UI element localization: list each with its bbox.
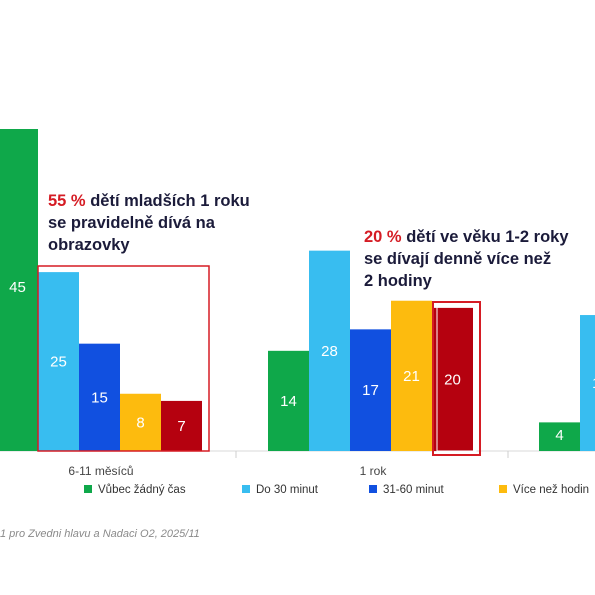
bar-value-1-5: 7 bbox=[177, 418, 185, 435]
source-note: 1 pro Zvedni hlavu a Nadaci O2, 2025/11 bbox=[0, 528, 200, 540]
bar-2-3 bbox=[350, 329, 391, 451]
annotation-2-line-1: 20 % dětí ve věku 1-2 roky bbox=[364, 228, 569, 246]
bar-3-2 bbox=[580, 315, 595, 451]
highlight-box-6-11 bbox=[37, 265, 210, 452]
bar-2-1 bbox=[268, 350, 309, 451]
bar-2-5 bbox=[432, 307, 473, 451]
highlight-box-1-rok bbox=[432, 301, 481, 456]
bar-1-1 bbox=[0, 129, 38, 451]
annotation-1-line-1: 55 % dětí mladších 1 roku bbox=[48, 192, 250, 210]
category-label-2: 1 rok bbox=[360, 464, 388, 478]
bar-value-2-1: 14 bbox=[280, 393, 297, 410]
annotation-1-line-2: se pravidelně dívá na bbox=[48, 214, 216, 232]
bar-1-2 bbox=[38, 272, 79, 451]
bar-2-4 bbox=[391, 300, 432, 451]
bar-2-2 bbox=[309, 250, 350, 451]
bar-3-1 bbox=[539, 422, 580, 451]
legend-label-31-60-minut: 31-60 minut bbox=[383, 484, 445, 496]
bar-value-2-4: 21 bbox=[403, 368, 420, 385]
bar-value-1-4: 8 bbox=[136, 414, 144, 431]
highlight-box-inner bbox=[436, 305, 477, 452]
bar-1-4 bbox=[120, 393, 161, 451]
bar-value-1-1: 45 bbox=[9, 279, 26, 296]
legend-swatch-31-60-minut bbox=[369, 485, 377, 493]
annotation-1-line-3: obrazovky bbox=[48, 236, 130, 254]
legend-label-v-ce-ne-hodin: Více než hodin bbox=[513, 484, 589, 496]
bar-value-1-3: 15 bbox=[91, 389, 108, 406]
legend-label-do-30-minut: Do 30 minut bbox=[256, 484, 319, 496]
bar-value-1-2: 25 bbox=[50, 354, 67, 371]
bar-value-2-3: 17 bbox=[362, 382, 379, 399]
annotation-2-line-2: se dívají denně více než bbox=[364, 250, 551, 268]
category-label-1: 6-11 měsíců bbox=[68, 464, 133, 478]
annotation-2-line-3: 2 hodiny bbox=[364, 272, 433, 290]
legend-label-v-bec-dn-as: Vůbec žádný čas bbox=[98, 484, 186, 496]
bar-1-3 bbox=[79, 343, 120, 451]
bar-value-3-1: 4 bbox=[555, 427, 563, 444]
bar-1-5 bbox=[161, 400, 202, 451]
legend-swatch-v-bec-dn-as bbox=[84, 485, 92, 493]
bar-value-2-5: 20 bbox=[444, 371, 461, 388]
legend-swatch-v-ce-ne-hodin bbox=[499, 485, 507, 493]
bar-value-2-2: 28 bbox=[321, 343, 338, 360]
legend-swatch-do-30-minut bbox=[242, 485, 250, 493]
bar-value-3-2: 19 bbox=[592, 375, 595, 392]
